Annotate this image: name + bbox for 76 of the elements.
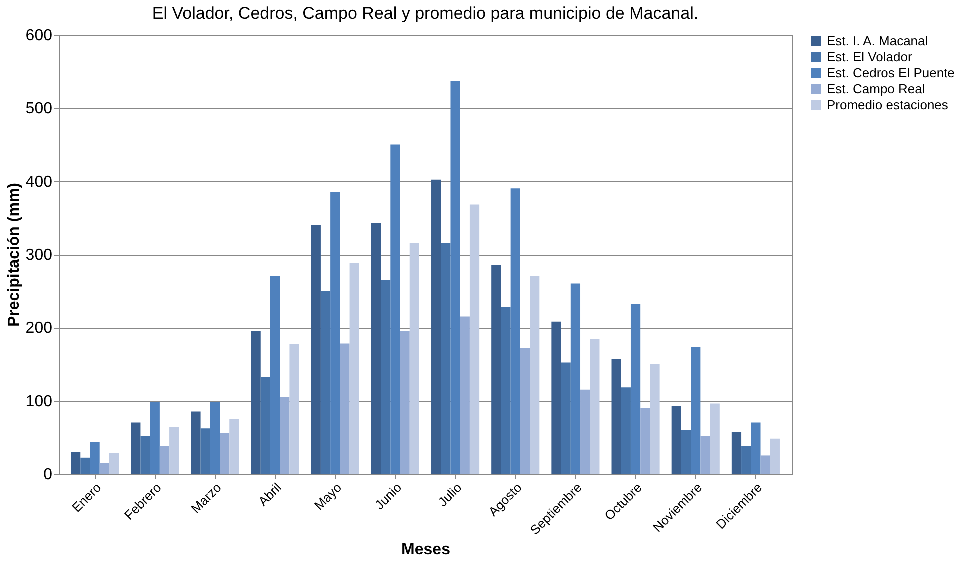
bar xyxy=(200,428,210,474)
bar xyxy=(450,81,460,474)
y-tick-label: 300 xyxy=(26,247,53,264)
y-tick-label: 600 xyxy=(26,28,53,44)
bar xyxy=(410,244,420,474)
bar xyxy=(170,427,180,474)
bar xyxy=(260,377,270,474)
bar xyxy=(561,362,571,474)
bar xyxy=(311,225,321,474)
bar xyxy=(270,276,280,474)
bar xyxy=(230,419,240,474)
bar xyxy=(191,412,201,474)
bar xyxy=(630,304,641,474)
bar xyxy=(280,397,290,474)
bar xyxy=(650,364,660,474)
bar xyxy=(640,408,650,474)
y-tick-label: 500 xyxy=(26,100,53,118)
bar xyxy=(760,456,770,474)
bar xyxy=(732,432,742,474)
bar xyxy=(290,344,300,474)
bar xyxy=(710,404,720,474)
legend-label: Est. Campo Real xyxy=(827,82,926,96)
bar xyxy=(441,244,451,474)
bar xyxy=(672,406,682,474)
bar xyxy=(320,291,331,474)
bar xyxy=(330,192,340,474)
bar xyxy=(100,463,110,474)
bar xyxy=(90,442,100,474)
y-tick-label: 200 xyxy=(26,320,53,338)
bar xyxy=(590,339,600,474)
y-axis-title: Precipitación (mm) xyxy=(6,182,23,328)
legend-label: Est. El Volador xyxy=(827,50,913,64)
bar xyxy=(751,422,761,474)
legend-label: Promedio estaciones xyxy=(827,98,949,112)
bar xyxy=(109,454,120,474)
bar xyxy=(691,347,701,474)
bar xyxy=(520,348,530,474)
bar xyxy=(371,223,382,474)
bar xyxy=(160,446,170,474)
bar xyxy=(501,307,511,474)
legend-label: Est. I. A. Macanal xyxy=(827,34,928,48)
bar xyxy=(140,436,150,474)
bar xyxy=(470,204,480,474)
bar xyxy=(71,452,81,474)
bar xyxy=(80,458,90,474)
bar xyxy=(220,433,230,474)
bar xyxy=(742,446,752,474)
x-tick-label: Julio xyxy=(435,480,465,510)
bar xyxy=(150,402,160,474)
bar xyxy=(510,188,520,474)
bar xyxy=(340,344,350,474)
bar xyxy=(580,390,590,474)
bar xyxy=(131,422,141,474)
legend-label: Est. Cedros El Puente xyxy=(827,66,955,80)
bar xyxy=(350,263,360,474)
bar xyxy=(251,331,261,474)
chart-title: El Volador, Cedros, Campo Real y promedio para municipio de Macanal. xyxy=(152,4,699,23)
y-tick-label: 100 xyxy=(26,393,53,410)
bar xyxy=(612,359,622,474)
bar xyxy=(770,438,780,474)
bar xyxy=(210,402,220,474)
y-tick-label: 0 xyxy=(44,466,53,484)
bar xyxy=(390,144,400,474)
bar xyxy=(492,265,502,474)
y-tick-label: 400 xyxy=(26,174,53,191)
bar xyxy=(432,180,442,474)
bar xyxy=(381,280,391,474)
bar xyxy=(700,436,710,474)
bar xyxy=(400,331,410,474)
bar xyxy=(681,430,692,474)
bar xyxy=(460,316,470,474)
bar xyxy=(621,388,631,474)
x-axis-title: Meses xyxy=(402,542,451,559)
bar xyxy=(570,284,581,474)
bar xyxy=(530,276,540,474)
bar xyxy=(552,322,562,474)
